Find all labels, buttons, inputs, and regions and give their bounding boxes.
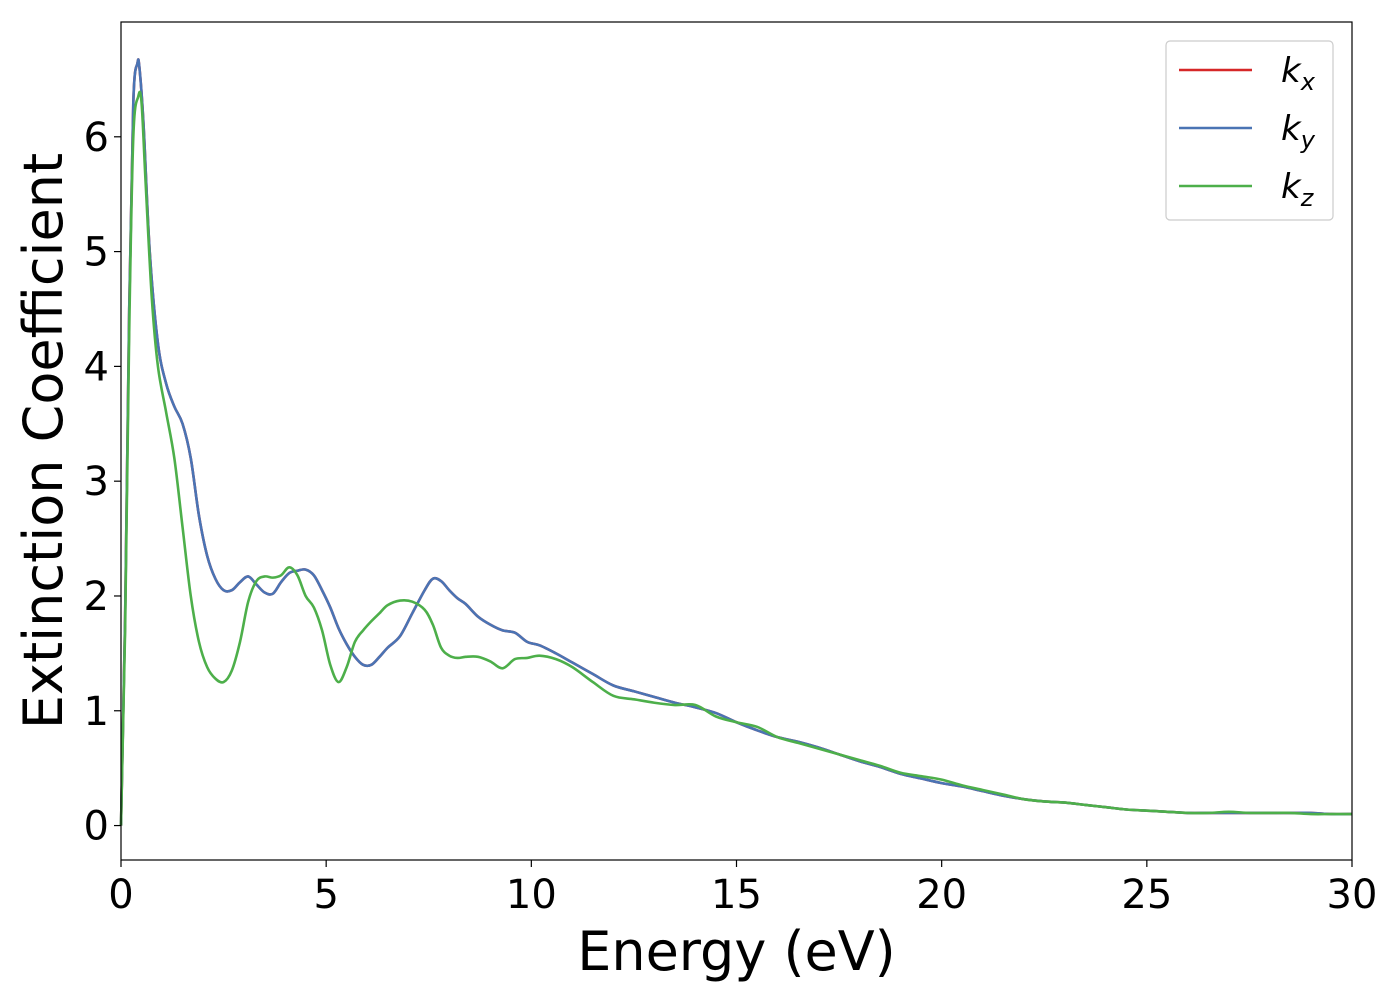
legend: kx ky kz [1165, 40, 1334, 221]
legend-box [1165, 40, 1334, 221]
y-tick-label: 4 [84, 344, 109, 390]
y-tick-label: 1 [84, 689, 109, 735]
legend-label-x: kx [1281, 51, 1316, 96]
y-tick-label: 5 [84, 230, 109, 276]
legend-items: kx ky kz [1179, 51, 1316, 212]
x-axis-ticks: 0 5 10 15 20 25 30 [108, 860, 1377, 918]
x-axis-title: Energy (eV) [577, 920, 896, 983]
x-tick-label: 10 [506, 872, 557, 918]
y-axis-ticks: 0 1 2 3 4 5 6 [84, 115, 121, 850]
x-tick-label: 15 [711, 872, 762, 918]
x-tick-label: 30 [1327, 872, 1378, 918]
y-tick-label: 3 [84, 459, 109, 505]
plot-lines [119, 58, 1353, 826]
x-tick-label: 5 [313, 872, 338, 918]
legend-label-y: ky [1281, 109, 1316, 154]
x-tick-label: 20 [916, 872, 967, 918]
x-tick-label: 0 [108, 872, 133, 918]
x-tick-label: 25 [1121, 872, 1172, 918]
legend-label-z: kz [1281, 167, 1315, 212]
y-axis-title: Extinction Coefficient [12, 153, 75, 729]
series-line-z [119, 90, 1352, 826]
y-tick-label: 2 [84, 574, 109, 620]
y-tick-label: 0 [84, 804, 109, 850]
y-tick-label: 6 [84, 115, 109, 161]
